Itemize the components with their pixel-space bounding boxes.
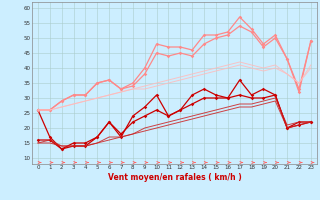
- X-axis label: Vent moyen/en rafales ( km/h ): Vent moyen/en rafales ( km/h ): [108, 173, 241, 182]
